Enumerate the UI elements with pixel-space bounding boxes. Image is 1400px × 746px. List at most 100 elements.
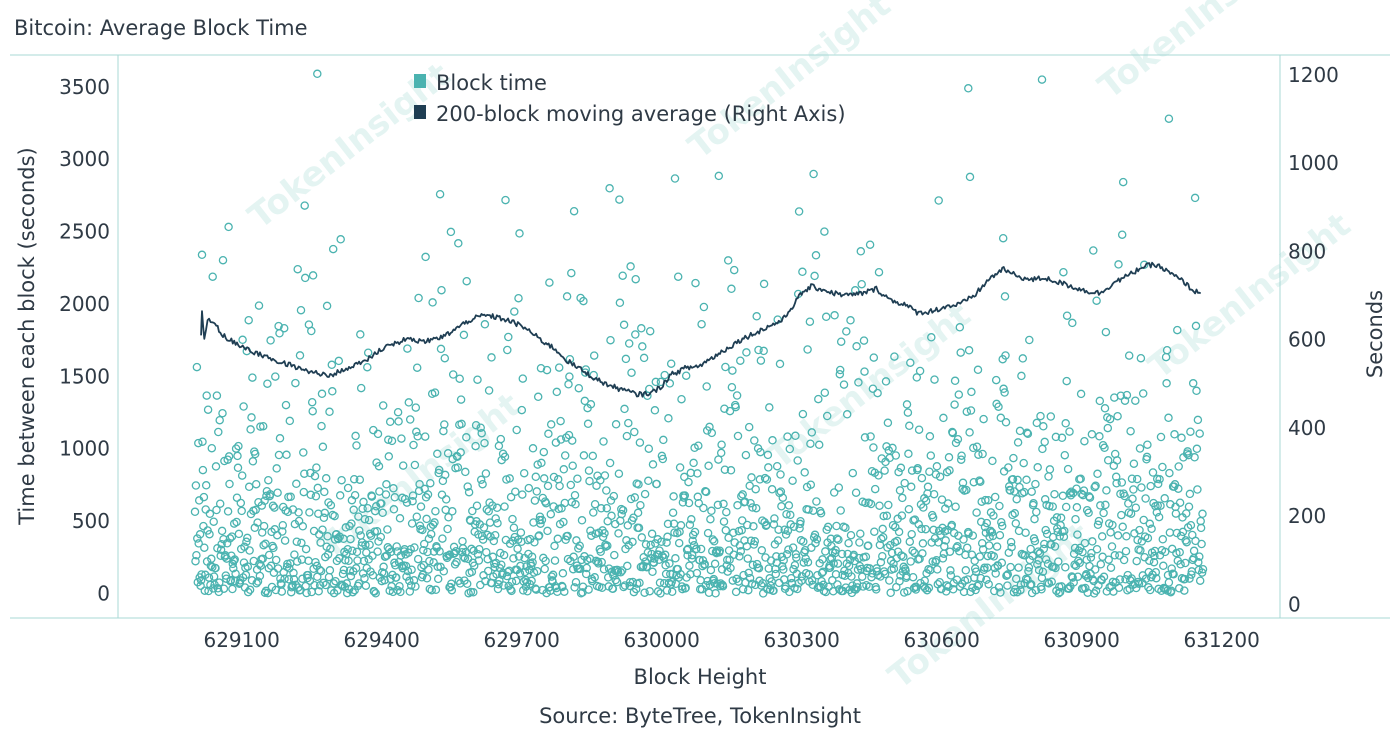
block-time-point bbox=[1063, 464, 1073, 474]
block-time-point bbox=[241, 570, 251, 580]
block-time-point bbox=[560, 498, 570, 508]
block-time-point bbox=[1153, 479, 1163, 489]
block-time-point bbox=[793, 456, 802, 465]
block-time-point bbox=[528, 558, 537, 567]
block-time-point bbox=[307, 397, 317, 407]
block-time-point bbox=[925, 432, 935, 441]
block-time-point bbox=[1018, 354, 1028, 363]
block-time-point bbox=[190, 507, 200, 517]
block-time-point bbox=[311, 557, 320, 567]
block-time-point bbox=[279, 323, 289, 333]
block-time-point bbox=[657, 537, 666, 547]
block-time-point bbox=[1068, 318, 1077, 328]
block-time-point bbox=[361, 540, 370, 550]
block-time-point bbox=[334, 356, 344, 366]
block-time-point bbox=[1099, 572, 1109, 582]
block-time-point bbox=[1059, 267, 1068, 277]
block-time-point bbox=[752, 559, 762, 569]
block-time-point bbox=[874, 471, 883, 480]
block-time-point bbox=[216, 545, 226, 555]
block-time-point bbox=[382, 480, 391, 489]
block-time-point bbox=[918, 539, 928, 548]
block-time-point bbox=[965, 172, 975, 182]
block-time-point bbox=[833, 580, 842, 589]
block-time-point bbox=[197, 570, 206, 579]
block-time-point bbox=[537, 515, 547, 525]
block-time-point bbox=[474, 556, 484, 565]
block-time-point bbox=[1100, 404, 1110, 413]
block-time-point bbox=[389, 505, 399, 514]
block-time-point bbox=[611, 420, 621, 429]
block-time-point bbox=[765, 403, 774, 412]
block-time-point bbox=[234, 529, 244, 539]
block-time-point bbox=[973, 365, 983, 375]
block-time-point bbox=[1122, 532, 1131, 541]
block-time-point bbox=[681, 371, 691, 380]
block-time-point bbox=[900, 478, 909, 488]
block-time-point bbox=[264, 550, 274, 560]
block-time-point bbox=[288, 581, 297, 590]
block-time-point bbox=[653, 587, 663, 596]
block-time-point bbox=[515, 229, 524, 238]
block-time-point bbox=[989, 511, 998, 520]
block-time-point bbox=[343, 544, 352, 554]
block-time-point bbox=[984, 541, 994, 550]
block-time-point bbox=[259, 540, 268, 550]
y2-tick-label: 400 bbox=[1288, 416, 1326, 440]
block-time-point bbox=[830, 311, 839, 320]
block-time-point bbox=[226, 575, 236, 585]
block-time-point bbox=[857, 279, 866, 289]
block-time-point bbox=[1186, 520, 1196, 530]
block-time-point bbox=[742, 348, 751, 357]
block-time-point bbox=[978, 449, 987, 459]
block-time-point bbox=[891, 451, 901, 460]
block-time-point bbox=[387, 436, 397, 446]
block-time-point bbox=[491, 514, 500, 523]
block-time-point bbox=[1176, 560, 1185, 569]
block-time-point bbox=[511, 487, 520, 496]
block-time-point bbox=[359, 497, 368, 507]
block-time-point bbox=[1080, 436, 1089, 446]
block-time-point bbox=[897, 511, 907, 520]
block-time-point bbox=[957, 451, 966, 460]
block-time-point bbox=[349, 505, 358, 515]
block-time-point bbox=[1039, 422, 1048, 431]
block-time-point bbox=[928, 557, 937, 566]
y2-tick-label: 0 bbox=[1288, 592, 1301, 616]
block-time-point bbox=[412, 427, 421, 437]
block-time-point bbox=[248, 457, 258, 466]
block-time-point bbox=[339, 565, 349, 575]
block-time-point bbox=[810, 271, 819, 281]
block-time-point bbox=[259, 521, 269, 531]
block-time-point bbox=[305, 576, 315, 585]
block-time-point bbox=[191, 556, 200, 566]
block-time-point bbox=[546, 509, 556, 519]
block-time-point bbox=[889, 564, 899, 573]
block-time-point bbox=[440, 353, 450, 363]
block-time-point bbox=[605, 458, 615, 468]
block-time-point bbox=[706, 565, 716, 575]
block-time-point bbox=[1009, 453, 1018, 463]
block-time-point bbox=[906, 557, 915, 566]
block-time-point bbox=[1065, 427, 1074, 436]
block-time-point bbox=[1087, 548, 1096, 558]
block-time-point bbox=[596, 476, 605, 485]
block-time-point bbox=[263, 588, 273, 598]
block-time-point bbox=[785, 444, 795, 454]
block-time-point bbox=[663, 532, 672, 542]
block-time-point bbox=[873, 388, 882, 398]
block-time-point bbox=[1025, 335, 1034, 345]
block-time-point bbox=[215, 415, 224, 425]
block-time-point bbox=[200, 543, 209, 552]
block-time-point bbox=[1021, 574, 1031, 584]
block-time-point bbox=[441, 495, 451, 504]
block-time-point bbox=[750, 436, 759, 445]
block-time-point bbox=[459, 552, 468, 562]
block-time-point bbox=[363, 348, 373, 357]
block-time-point bbox=[831, 545, 840, 555]
block-time-point bbox=[461, 467, 470, 477]
block-time-point bbox=[205, 509, 215, 519]
block-time-point bbox=[776, 470, 785, 479]
block-time-point bbox=[468, 506, 477, 516]
block-time-point bbox=[349, 474, 359, 484]
